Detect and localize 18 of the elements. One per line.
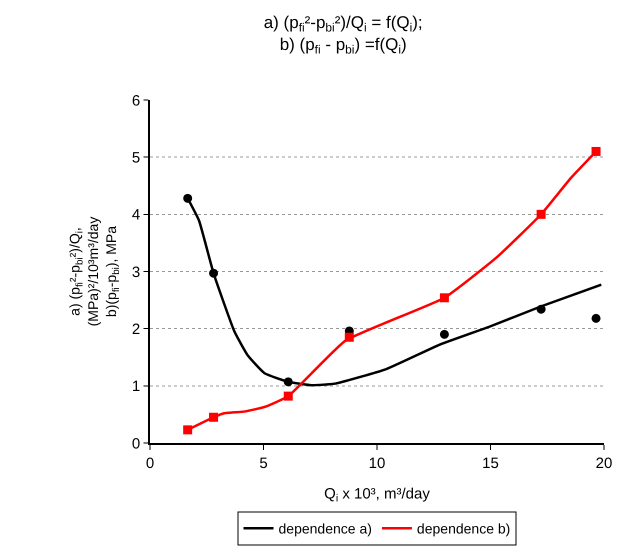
x-tick-label: 15 — [482, 454, 499, 472]
x-tick-label: 5 — [259, 454, 268, 472]
y-tick-label: 6 — [132, 92, 140, 110]
chart-title: a) (p$_{fi}$²-p$_{bi}$²)/Q$_{i}$ = f(Q$_{i}$); b) (p$_{fi}$ - p$_{bi}$) =f(Q$_{i}$) — [264, 12, 423, 57]
point — [592, 314, 601, 323]
legend-label: dependence b) — [416, 520, 510, 537]
x-tick-label: 0 — [146, 454, 154, 472]
y-tick-label: 5 — [132, 149, 140, 166]
y-tick-label: 4 — [132, 206, 140, 224]
x-tick-label: 20 — [596, 454, 612, 472]
x-axis-title: Q$_{i}$ x 10³, m³/day — [324, 486, 430, 505]
y-tick-label: 2 — [132, 320, 140, 338]
y-tick-label: 3 — [132, 264, 140, 281]
y-tick-label: 1 — [132, 378, 140, 396]
x-tick-label: 10 — [368, 454, 386, 472]
legend-label: dependence a) — [278, 520, 372, 537]
point — [440, 330, 449, 339]
y-tick-label: 0 — [132, 435, 140, 452]
